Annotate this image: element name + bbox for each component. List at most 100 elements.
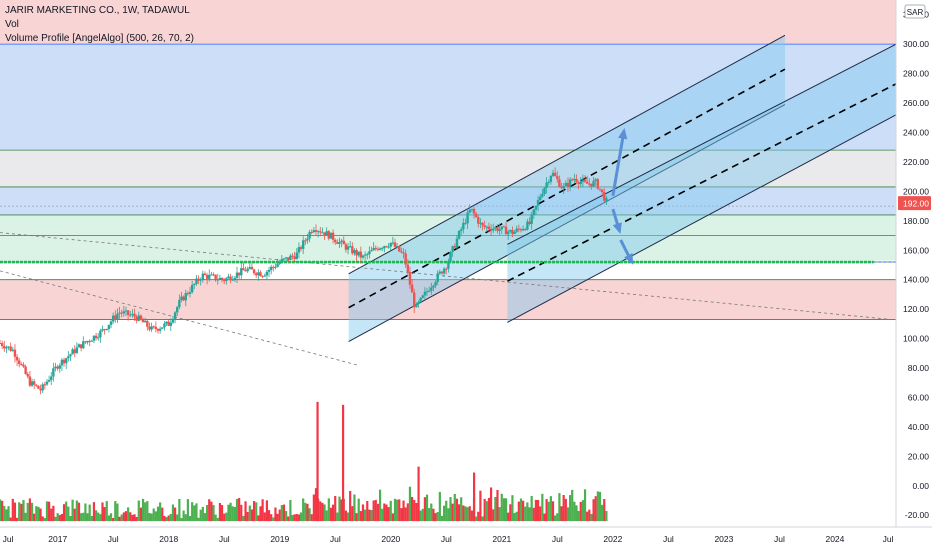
candle-body bbox=[141, 319, 145, 323]
candle-body bbox=[308, 231, 311, 239]
candle-body bbox=[359, 251, 363, 258]
volume-bar bbox=[223, 513, 226, 522]
volume-bar bbox=[28, 498, 31, 522]
candle-body bbox=[361, 255, 365, 258]
y-tick-label: 160.00 bbox=[903, 245, 929, 255]
volume-bar bbox=[321, 502, 324, 522]
volume-bar bbox=[539, 506, 542, 522]
volume-bar bbox=[208, 499, 211, 522]
volume-bar bbox=[43, 517, 46, 522]
volume-bar bbox=[605, 510, 608, 522]
volume-bar bbox=[515, 511, 518, 522]
candle-body bbox=[82, 341, 85, 349]
candle-body bbox=[176, 307, 179, 313]
candle-body bbox=[515, 228, 518, 232]
volume-bar bbox=[376, 503, 380, 522]
candle-body bbox=[26, 373, 29, 377]
volume-bar bbox=[419, 510, 422, 522]
x-tick-label: 2019 bbox=[270, 534, 289, 544]
volume-bar bbox=[105, 501, 108, 522]
volume-bar bbox=[65, 501, 68, 522]
channel-midline-1 bbox=[507, 83, 897, 282]
candle-body bbox=[423, 291, 427, 296]
volume-bar bbox=[566, 507, 570, 522]
candle-body bbox=[188, 292, 192, 294]
volume-bar bbox=[0, 499, 2, 522]
candle-body bbox=[150, 326, 153, 330]
candle-body bbox=[440, 271, 444, 274]
volume-bar bbox=[84, 503, 87, 522]
candle-body bbox=[186, 293, 190, 295]
candle-body bbox=[415, 303, 418, 308]
candle-body bbox=[280, 259, 284, 263]
volume-bar bbox=[285, 511, 288, 522]
volume-bar bbox=[522, 500, 525, 522]
candle-body bbox=[30, 381, 34, 386]
candle-body bbox=[231, 279, 234, 281]
volume-bar bbox=[534, 499, 538, 522]
candle-body bbox=[43, 384, 47, 386]
volume-bar bbox=[334, 496, 337, 522]
y-tick-label: 240.00 bbox=[903, 127, 929, 137]
volume-bar bbox=[398, 499, 401, 522]
volume-bar bbox=[150, 513, 153, 522]
candle-body bbox=[556, 176, 559, 180]
volume-bar bbox=[415, 502, 418, 522]
candle-body bbox=[389, 242, 392, 247]
volume-bar bbox=[581, 500, 584, 522]
volume-bar bbox=[462, 505, 465, 522]
candle-body bbox=[519, 229, 523, 231]
candle-body bbox=[165, 321, 168, 324]
volume-bar bbox=[137, 500, 140, 522]
candle-body bbox=[24, 366, 27, 374]
candle-body bbox=[319, 231, 322, 233]
volume-bar bbox=[541, 493, 544, 522]
candle-body bbox=[538, 196, 542, 201]
volume-bar bbox=[182, 510, 185, 522]
candle-body bbox=[344, 244, 348, 250]
volume-bar bbox=[487, 497, 491, 522]
currency-label: SAR bbox=[907, 8, 924, 17]
candle-body bbox=[378, 248, 382, 250]
volume-bar bbox=[556, 513, 559, 522]
y-tick-label: 60.00 bbox=[908, 392, 930, 402]
volume-bar bbox=[349, 490, 352, 522]
candle-body bbox=[575, 178, 578, 183]
volume-bar bbox=[214, 514, 217, 522]
volume-bar bbox=[340, 499, 343, 522]
candle-body bbox=[462, 222, 465, 230]
candle-body bbox=[600, 189, 604, 193]
volume-bar bbox=[400, 508, 403, 522]
candle-body bbox=[417, 302, 420, 304]
candle-body bbox=[400, 251, 403, 253]
candle-body bbox=[297, 247, 301, 253]
volume-bar bbox=[35, 506, 38, 522]
channel-midline-0 bbox=[348, 68, 786, 309]
volume-bar bbox=[492, 509, 495, 522]
candle-body bbox=[346, 246, 350, 250]
volume-bar bbox=[594, 496, 597, 522]
candle-body bbox=[506, 231, 510, 235]
candle-body bbox=[436, 273, 439, 283]
volume-bar bbox=[590, 513, 593, 522]
candle-body bbox=[398, 246, 401, 252]
candle-body bbox=[543, 187, 546, 195]
candle-body bbox=[73, 349, 76, 353]
volume-bar bbox=[524, 506, 527, 522]
candle-body bbox=[105, 328, 108, 330]
candle-body bbox=[269, 266, 273, 270]
volume-bar bbox=[387, 507, 390, 522]
volume-bar bbox=[48, 501, 51, 522]
candle-body bbox=[336, 242, 339, 244]
candle-body bbox=[126, 310, 130, 315]
volume-bar bbox=[73, 508, 76, 522]
candle-body bbox=[210, 274, 213, 276]
volume-bar bbox=[291, 514, 294, 522]
volume-indicator-label: Vol bbox=[5, 19, 19, 30]
candle-body bbox=[212, 274, 215, 276]
volume-bar bbox=[577, 510, 580, 522]
candle-body bbox=[116, 313, 119, 319]
volume-bar bbox=[13, 502, 17, 522]
